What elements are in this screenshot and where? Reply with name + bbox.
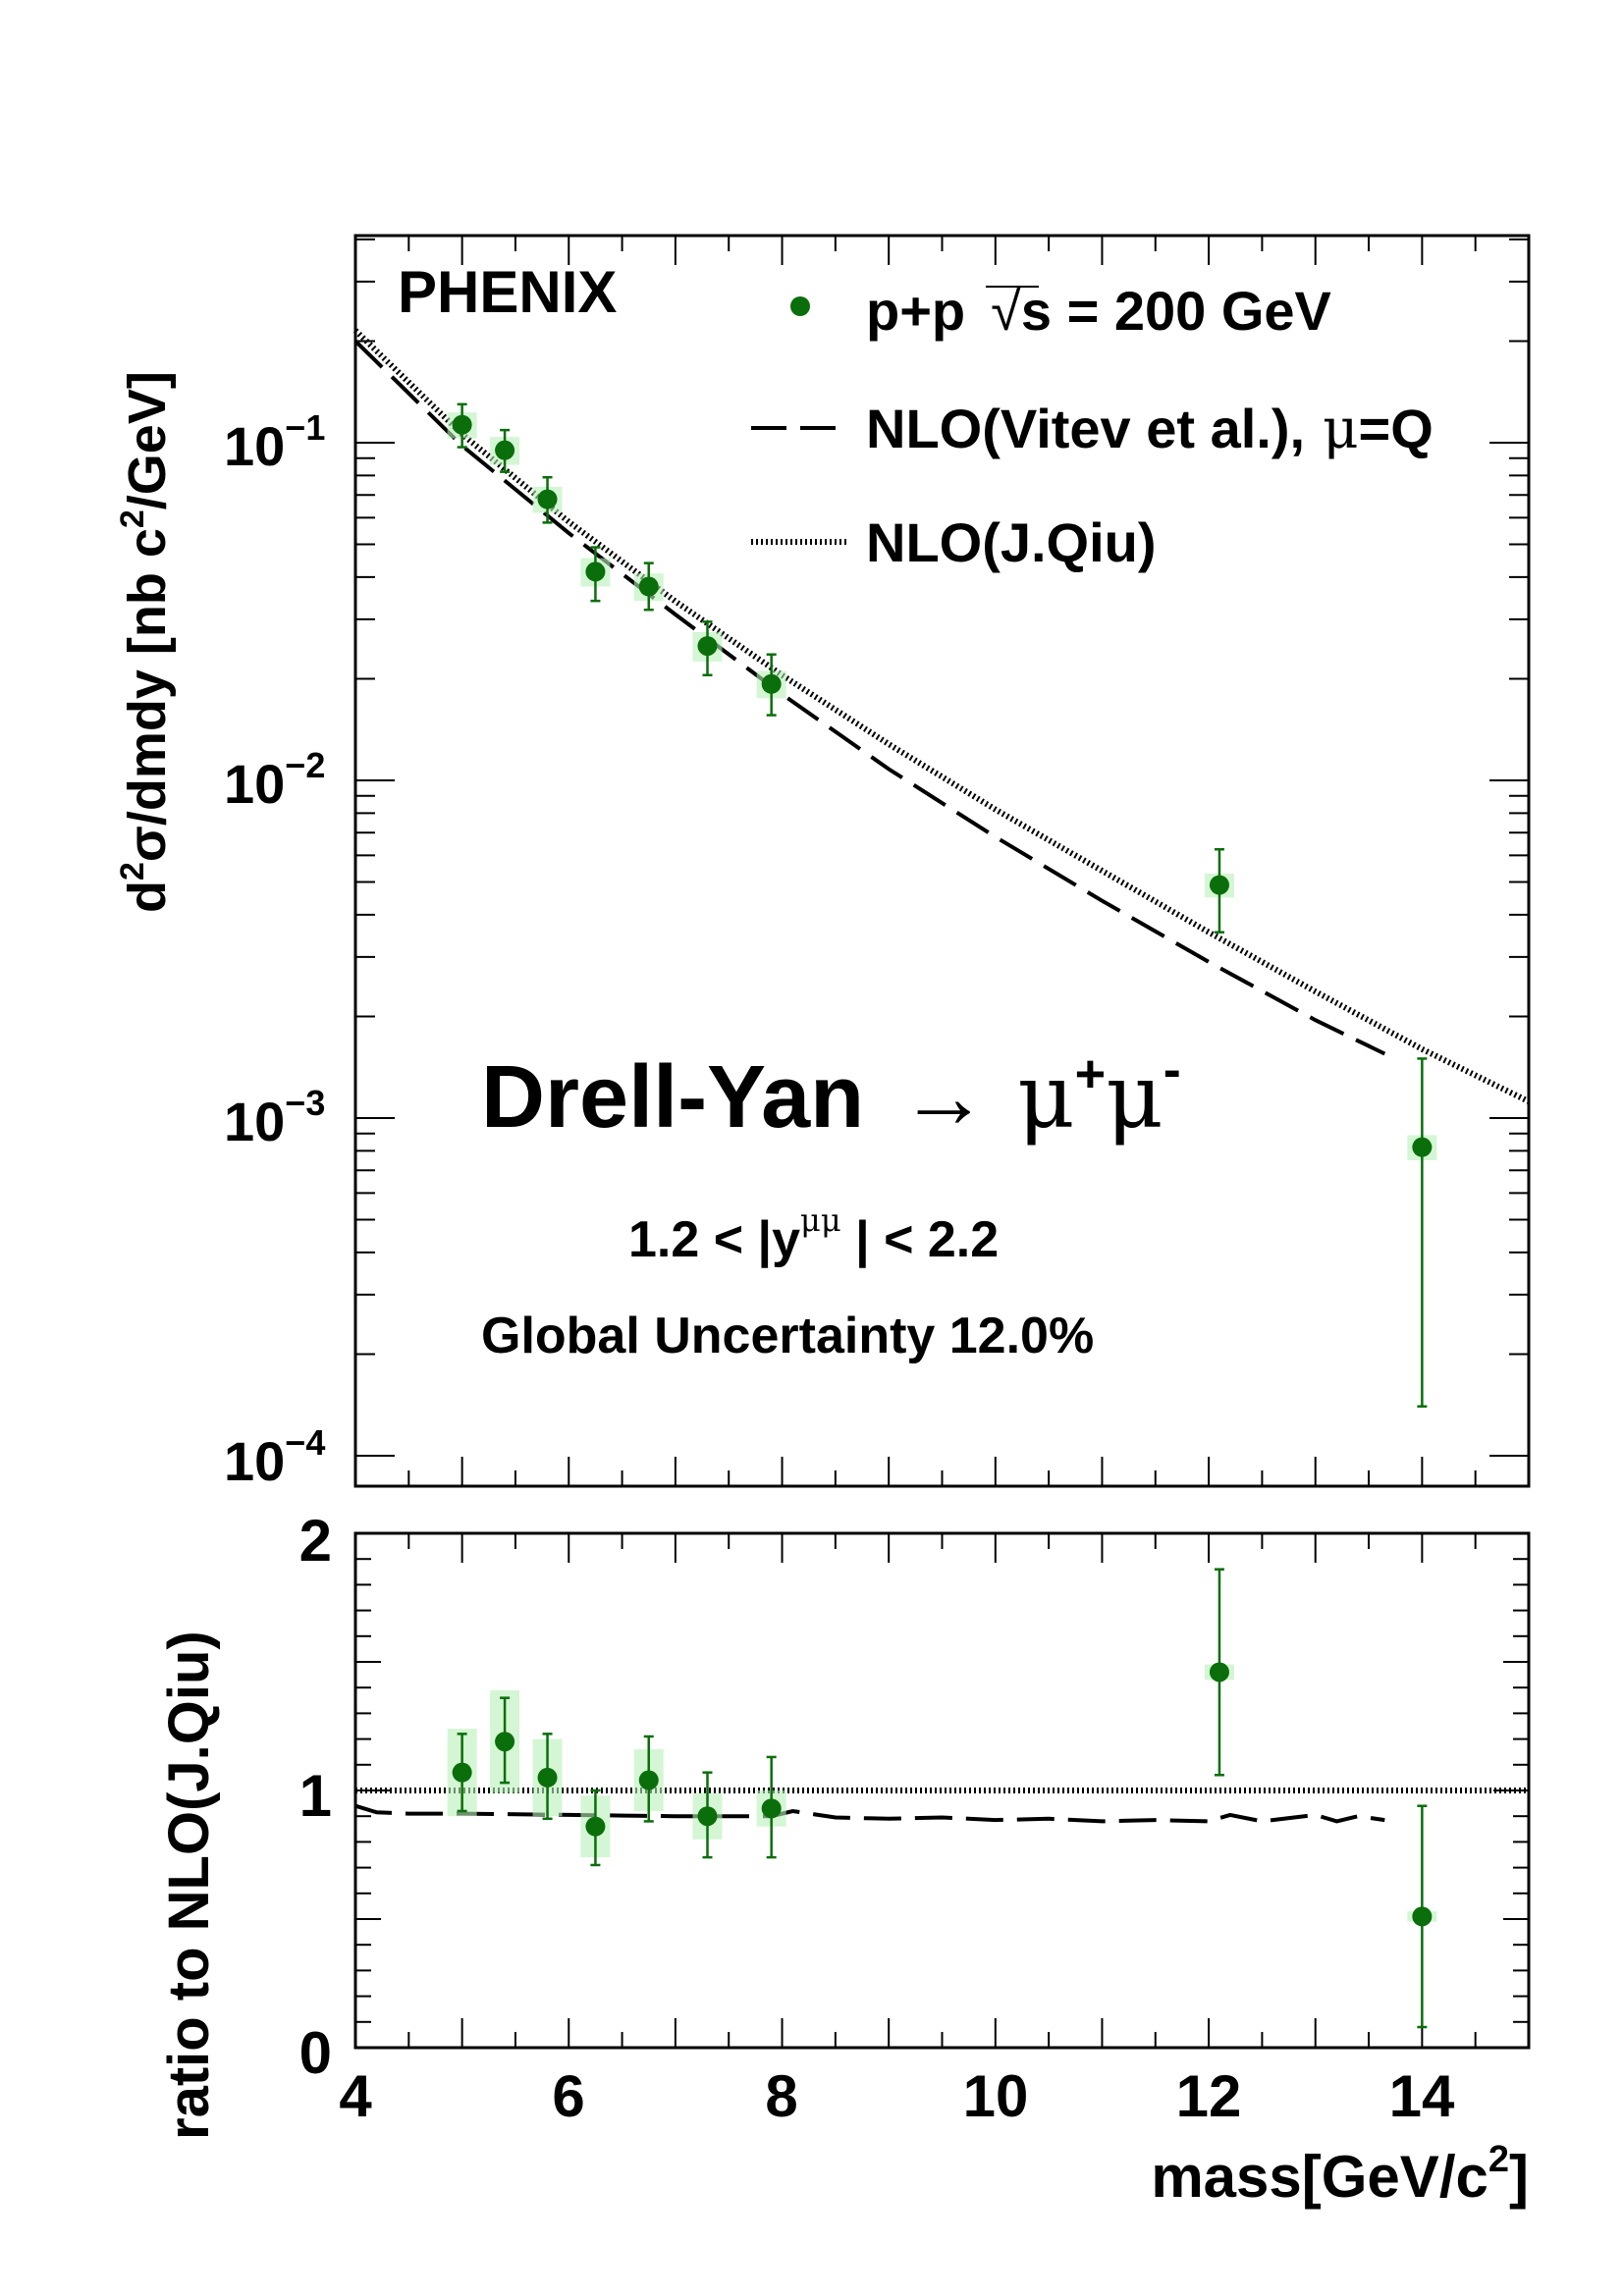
xtick-label: 4 [339, 2063, 372, 2129]
data-point [447, 1729, 477, 1817]
data-point [490, 428, 520, 473]
data-marker [585, 561, 606, 582]
process-label: Drell-Yan → μ+μ- [481, 1041, 1181, 1148]
data-marker [585, 1816, 606, 1837]
data-marker [1209, 875, 1229, 895]
data-marker [1412, 1137, 1433, 1157]
xtick-label: 10 [963, 2063, 1029, 2129]
experiment-label: PHENIX [398, 259, 617, 325]
data-point [490, 1689, 520, 1793]
legend-marker-data [790, 296, 810, 316]
ratio-ytick-label: 2 [299, 1508, 332, 1574]
data-marker [452, 1762, 472, 1783]
data-marker [761, 1798, 782, 1819]
bottom-theory-curves [354, 1788, 1529, 1824]
ytick-label: 10−1 [224, 407, 325, 477]
rapidity-cut-label: 1.2 < |yμμ | < 2.2 [628, 1201, 999, 1268]
data-marker [1412, 1906, 1433, 1927]
data-point [447, 402, 477, 449]
global-uncertainty-label: Global Uncertainty 12.0% [481, 1308, 1094, 1364]
xtick-label: 8 [765, 2063, 797, 2129]
ytick-label: 10−4 [224, 1422, 325, 1492]
xtick-label: 6 [552, 2063, 584, 2129]
data-point [580, 546, 611, 603]
ratio-ytick-label: 0 [299, 2020, 332, 2086]
legend-label-data: p+p √s = 200 GeV [866, 280, 1331, 342]
data-point [1407, 1804, 1437, 2029]
y-axis-title: d2σ/dmdy [nb c2/GeV] [114, 371, 177, 913]
x-axis-title: mass[GeV/c2] [1151, 2139, 1529, 2210]
vitev-curve [354, 1803, 1385, 1824]
data-marker [697, 1806, 718, 1827]
data-marker [495, 440, 515, 460]
data-point [692, 620, 723, 677]
data-marker [1209, 1662, 1229, 1682]
ratio-ytick-label: 1 [299, 1763, 332, 1829]
data-marker [638, 576, 659, 597]
bottom-axis-ticks [354, 1532, 1530, 2049]
legend-label-vitev: NLO(Vitev et al.), μ=Q [866, 398, 1434, 461]
cross-section-panel: 10−1 10−2 10−3 10−4 d2σ/dmdy [nb c2/GeV]… [114, 234, 1531, 1492]
ratio-panel: 2 1 0 4 6 8 10 12 14 mass[GeV/c2] ratio … [157, 1508, 1531, 2210]
ytick-label: 10−2 [224, 745, 325, 815]
data-point [532, 1733, 563, 1821]
data-point [756, 1755, 786, 1859]
data-marker [495, 1732, 515, 1752]
xtick-label: 14 [1389, 2063, 1455, 2129]
ytick-label: 10−3 [224, 1083, 325, 1152]
data-point [580, 1789, 611, 1867]
data-marker [761, 673, 782, 694]
top-axis-ticks [354, 236, 1530, 1486]
data-point [692, 1771, 723, 1859]
data-point [532, 475, 563, 524]
data-marker [537, 489, 558, 509]
legend: p+p √s = 200 GeV NLO(Vitev et al.), μ=Q NL… [751, 280, 1434, 573]
data-marker [452, 414, 472, 435]
data-point [1407, 1057, 1437, 1408]
data-point [633, 1735, 664, 1823]
legend-label-qiu: NLO(J.Qiu) [866, 511, 1157, 573]
bottom-data-points [447, 1568, 1437, 2029]
top-data-points [447, 402, 1437, 1408]
ratio-y-axis-title: ratio to NLO(J.Qiu) [157, 1630, 221, 2140]
data-point [1204, 847, 1234, 934]
data-marker [537, 1767, 558, 1788]
xtick-label: 12 [1176, 2063, 1242, 2129]
data-point [756, 653, 786, 717]
data-point [1204, 1568, 1234, 1777]
data-point [633, 561, 664, 612]
data-marker [697, 636, 718, 657]
data-marker [638, 1770, 659, 1790]
